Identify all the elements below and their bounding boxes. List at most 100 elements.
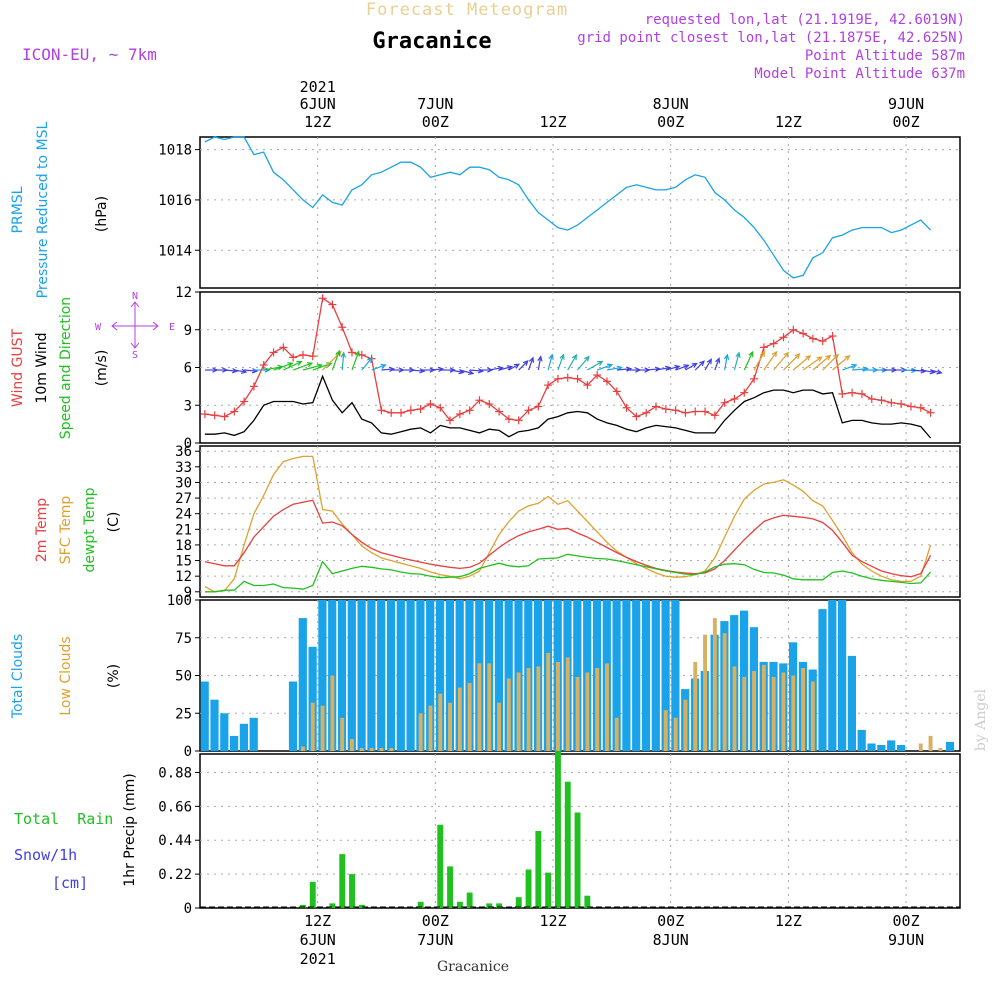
wind-arrow-head <box>449 367 456 373</box>
total-cloud-bar <box>249 717 258 751</box>
total-cloud-bar <box>828 600 837 751</box>
wind-arrow-shaft <box>812 355 831 371</box>
temp-ytick-label: 27 <box>175 491 192 507</box>
rain-bar <box>329 903 336 908</box>
cloud-label-1: Total Clouds <box>10 634 26 719</box>
total-cloud-bar <box>465 600 474 751</box>
total-cloud-bar <box>318 600 327 751</box>
low-cloud-bar <box>340 717 345 751</box>
low-cloud-bar <box>506 678 511 751</box>
wind-arrow-shaft <box>685 362 697 371</box>
top-title: Forecast Meteogram <box>366 0 568 20</box>
bottom-tick-hour: 12Z <box>539 912 566 930</box>
temp-unit: (C) <box>106 512 122 533</box>
temp-ytick-label: 18 <box>175 538 192 554</box>
wind-arrow-shaft <box>753 351 765 371</box>
total-cloud-bar <box>357 600 366 751</box>
rain-bar <box>417 901 424 908</box>
bottom-tick-date: 9JUN <box>888 931 924 949</box>
temp-label-2: SFC Temp <box>58 496 74 565</box>
total-cloud-bar <box>887 740 896 751</box>
wind-ytick-label: 0 <box>184 436 192 452</box>
bottom-tick-hour: 12Z <box>304 912 331 930</box>
pressure-frame <box>199 136 961 289</box>
temp-label-1: 2m Temp <box>34 498 50 562</box>
precip-ytick-label: 0.44 <box>158 833 192 849</box>
point-altitude: Point Altitude 587m <box>805 48 965 64</box>
total-cloud-bar <box>504 600 513 751</box>
top-tick-hour: 12Z <box>775 113 802 131</box>
low-cloud-bar <box>310 702 315 751</box>
cloud-ytick-label: 50 <box>175 669 192 685</box>
wind-arrow-shaft <box>331 350 340 371</box>
total-cloud-bar <box>337 600 347 751</box>
wind-unit: (m/s) <box>94 350 110 387</box>
bottom-location: Gracanice <box>437 959 509 975</box>
total-cloud-bar <box>426 600 435 751</box>
wind-arrow-head <box>735 351 741 358</box>
wind-labels: Wind GUST 10m Wind Speed and Direction (… <box>10 291 175 439</box>
rain-bar <box>309 881 316 908</box>
wind-arrow-head <box>231 368 239 374</box>
wind-arrow-shaft <box>557 354 565 371</box>
low-cloud-bar <box>712 618 717 751</box>
wind-arrow-head <box>715 357 721 364</box>
wind-arrow-shaft <box>655 366 671 371</box>
low-cloud-bar <box>781 672 786 751</box>
rain-bar <box>486 903 493 908</box>
low-cloud-bar <box>320 705 325 751</box>
total-cloud-bar <box>239 723 248 751</box>
total-cloud-bar <box>220 713 229 752</box>
wind-arrow-shaft <box>430 368 443 371</box>
cloud-ytick-label: 25 <box>175 706 192 722</box>
total-cloud-bar <box>573 600 582 751</box>
wind-arrow-head <box>467 369 475 376</box>
low-cloud-bar <box>938 748 943 751</box>
wind-arrow-shaft <box>792 355 811 371</box>
wind-arrow-head <box>816 356 823 362</box>
credit-watermark: by Angel <box>973 688 989 751</box>
compass-n: N <box>132 291 138 302</box>
wind-arrow-head <box>606 363 614 369</box>
rain-bar <box>339 854 346 908</box>
bottom-tick-hour: 00Z <box>893 912 920 930</box>
cloud-ytick-label: 100 <box>167 593 192 609</box>
wind-arrow-shaft <box>714 358 720 371</box>
wind-arrow-shaft <box>224 369 237 372</box>
wind-arrow-head <box>674 364 681 371</box>
low-cloud-bar <box>467 683 472 751</box>
low-cloud-bar <box>359 748 364 751</box>
top-tick-date: 8JUN <box>653 95 689 113</box>
low-cloud-bar <box>928 735 933 751</box>
wind-label-3: Speed and Direction <box>58 297 74 439</box>
wind-ytick-label: 3 <box>184 398 192 414</box>
plot-layer: 1014101610180369129121518212427303336025… <box>158 78 961 968</box>
wind-ytick-label: 9 <box>184 323 192 339</box>
wind-arrow-shaft <box>842 364 857 371</box>
wind-arrow-shaft <box>518 360 529 371</box>
rain-bar <box>349 874 355 908</box>
top-tick-year: 2021 <box>300 78 336 96</box>
wind-arrow-head <box>287 362 294 368</box>
low-cloud-bar <box>771 677 776 751</box>
wind-arrow-shaft <box>302 364 322 371</box>
wind-arrow-head <box>264 367 271 373</box>
total-cloud-bar <box>347 600 356 751</box>
low-cloud-bar <box>379 748 384 751</box>
temp-label-3: dewpt Temp <box>82 487 98 572</box>
temp-ytick-label: 12 <box>175 569 192 585</box>
low-cloud-bar <box>761 664 766 751</box>
rain-bar <box>574 812 581 908</box>
wind-arrow-shaft <box>646 368 660 371</box>
total-cloud-bar <box>210 699 219 751</box>
total-cloud-bar <box>386 600 396 751</box>
top-tick-hour: 12Z <box>539 113 566 131</box>
pressure-label-2: Pressure Reduced to MSL <box>35 121 51 298</box>
low-cloud-bar <box>605 663 609 751</box>
temp-frame <box>199 445 961 598</box>
total-cloud-bar <box>377 600 386 751</box>
total-cloud-bar <box>396 600 405 751</box>
